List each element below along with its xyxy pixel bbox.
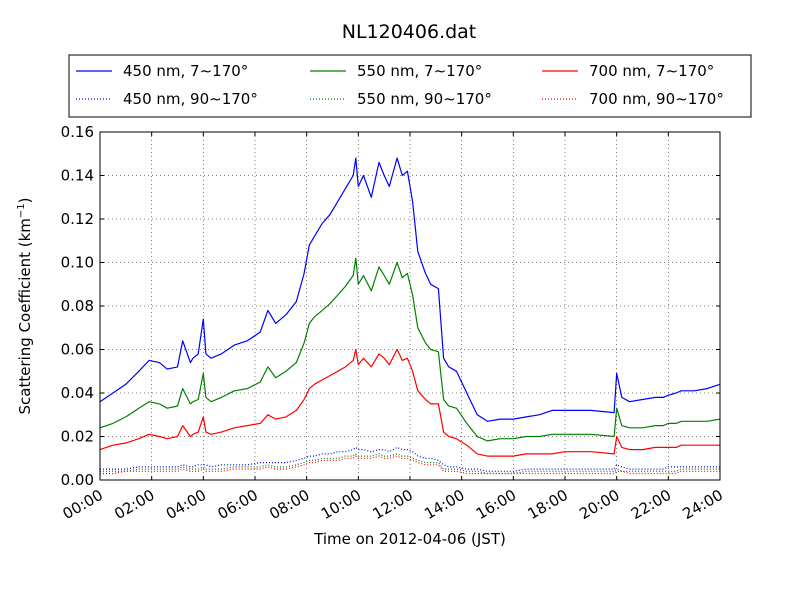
y-axis-label-superscript: −1 [16, 203, 27, 218]
chart-title: NL120406.dat [342, 21, 477, 43]
legend-label: 450 nm, 90∼170° [123, 90, 258, 108]
y-tick-label: 0.06 [61, 341, 94, 359]
x-tick-label: 10:00 [318, 486, 364, 523]
series-line [100, 455, 720, 475]
y-axis-label: Scattering Coefficient (km−1) [16, 197, 34, 414]
y-axis-label-close: ) [16, 197, 34, 203]
y-axis-label-main: Scattering Coefficient (km [16, 218, 34, 414]
axis-ticks: 00:00 02:00 04:00 06:00 08:00 10:00 12:00 14:00… [60, 123, 726, 523]
legend-label: 700 nm, 90∼170° [589, 90, 724, 108]
x-tick-label: 24:00 [680, 486, 726, 523]
x-tick-label: 00:00 [60, 486, 106, 523]
y-tick-label: 0.02 [61, 428, 94, 446]
legend-frame [68, 54, 752, 118]
legend-label: 550 nm, 90∼170° [357, 90, 492, 108]
x-tick-label: 14:00 [421, 486, 467, 523]
y-tick-label: 0.08 [61, 297, 94, 315]
x-tick-label: 20:00 [576, 486, 622, 523]
series-line [100, 453, 720, 475]
x-tick-label: 22:00 [628, 486, 674, 523]
series-line [99, 157, 721, 422]
series-lines [99, 157, 721, 475]
y-tick-label: 0.14 [61, 167, 94, 185]
series-line [100, 446, 720, 472]
legend-label: 700 nm, 7∼170° [589, 62, 714, 80]
x-tick-label: 18:00 [525, 486, 571, 523]
x-axis-label: Time on 2012-04-06 (JST) [313, 530, 506, 548]
x-tick-label: 08:00 [266, 486, 312, 523]
x-tick-label: 04:00 [163, 486, 209, 523]
legend: 450 nm, 7∼170° 550 nm, 7∼170° 700 nm, 7∼17… [68, 54, 752, 118]
x-tick-label: 06:00 [215, 486, 261, 523]
series-line [99, 257, 721, 442]
y-tick-label: 0.16 [61, 123, 94, 141]
x-tick-label: 02:00 [111, 486, 157, 523]
y-tick-label: 0.12 [61, 210, 94, 228]
y-tick-label: 0.00 [61, 471, 94, 489]
x-tick-label: 12:00 [370, 486, 416, 523]
y-tick-label: 0.10 [61, 254, 94, 272]
legend-label: 550 nm, 7∼170° [357, 62, 482, 80]
legend-label: 450 nm, 7∼170° [123, 62, 248, 80]
y-tick-label: 0.04 [61, 384, 94, 402]
x-tick-label: 16:00 [473, 486, 519, 523]
series-line [99, 348, 720, 457]
